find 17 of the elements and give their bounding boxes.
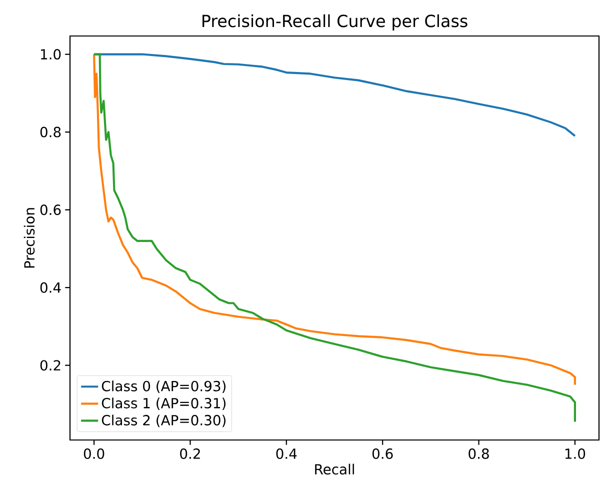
y-tick-label: 0.6 [40, 204, 61, 216]
y-tick-label: 0.2 [40, 360, 60, 371]
legend-label: Class 2 (AP=0.30) [102, 414, 226, 428]
y-tick-label: 0.4 [40, 282, 61, 293]
legend-label: Class 0 (AP=0.93) [102, 380, 226, 393]
x-tick-label: 0.8 [468, 448, 489, 459]
x-tick-label: 0.6 [372, 448, 393, 459]
y-tick-label: 1.0 [41, 49, 61, 60]
y-tick-label: 0.8 [40, 126, 61, 138]
x-axis-title: Recall [315, 464, 354, 475]
x-tick-label: 1.0 [565, 448, 586, 459]
x-tick-label: 0.4 [276, 448, 297, 459]
y-axis-title: Precision [24, 208, 35, 268]
chart-title: Precision-Recall Curve per Class [202, 14, 468, 30]
x-tick-label: 0.0 [84, 448, 104, 459]
legend-label: Class 1 (AP=0.31) [102, 398, 226, 410]
x-tick-label: 0.2 [180, 448, 200, 459]
